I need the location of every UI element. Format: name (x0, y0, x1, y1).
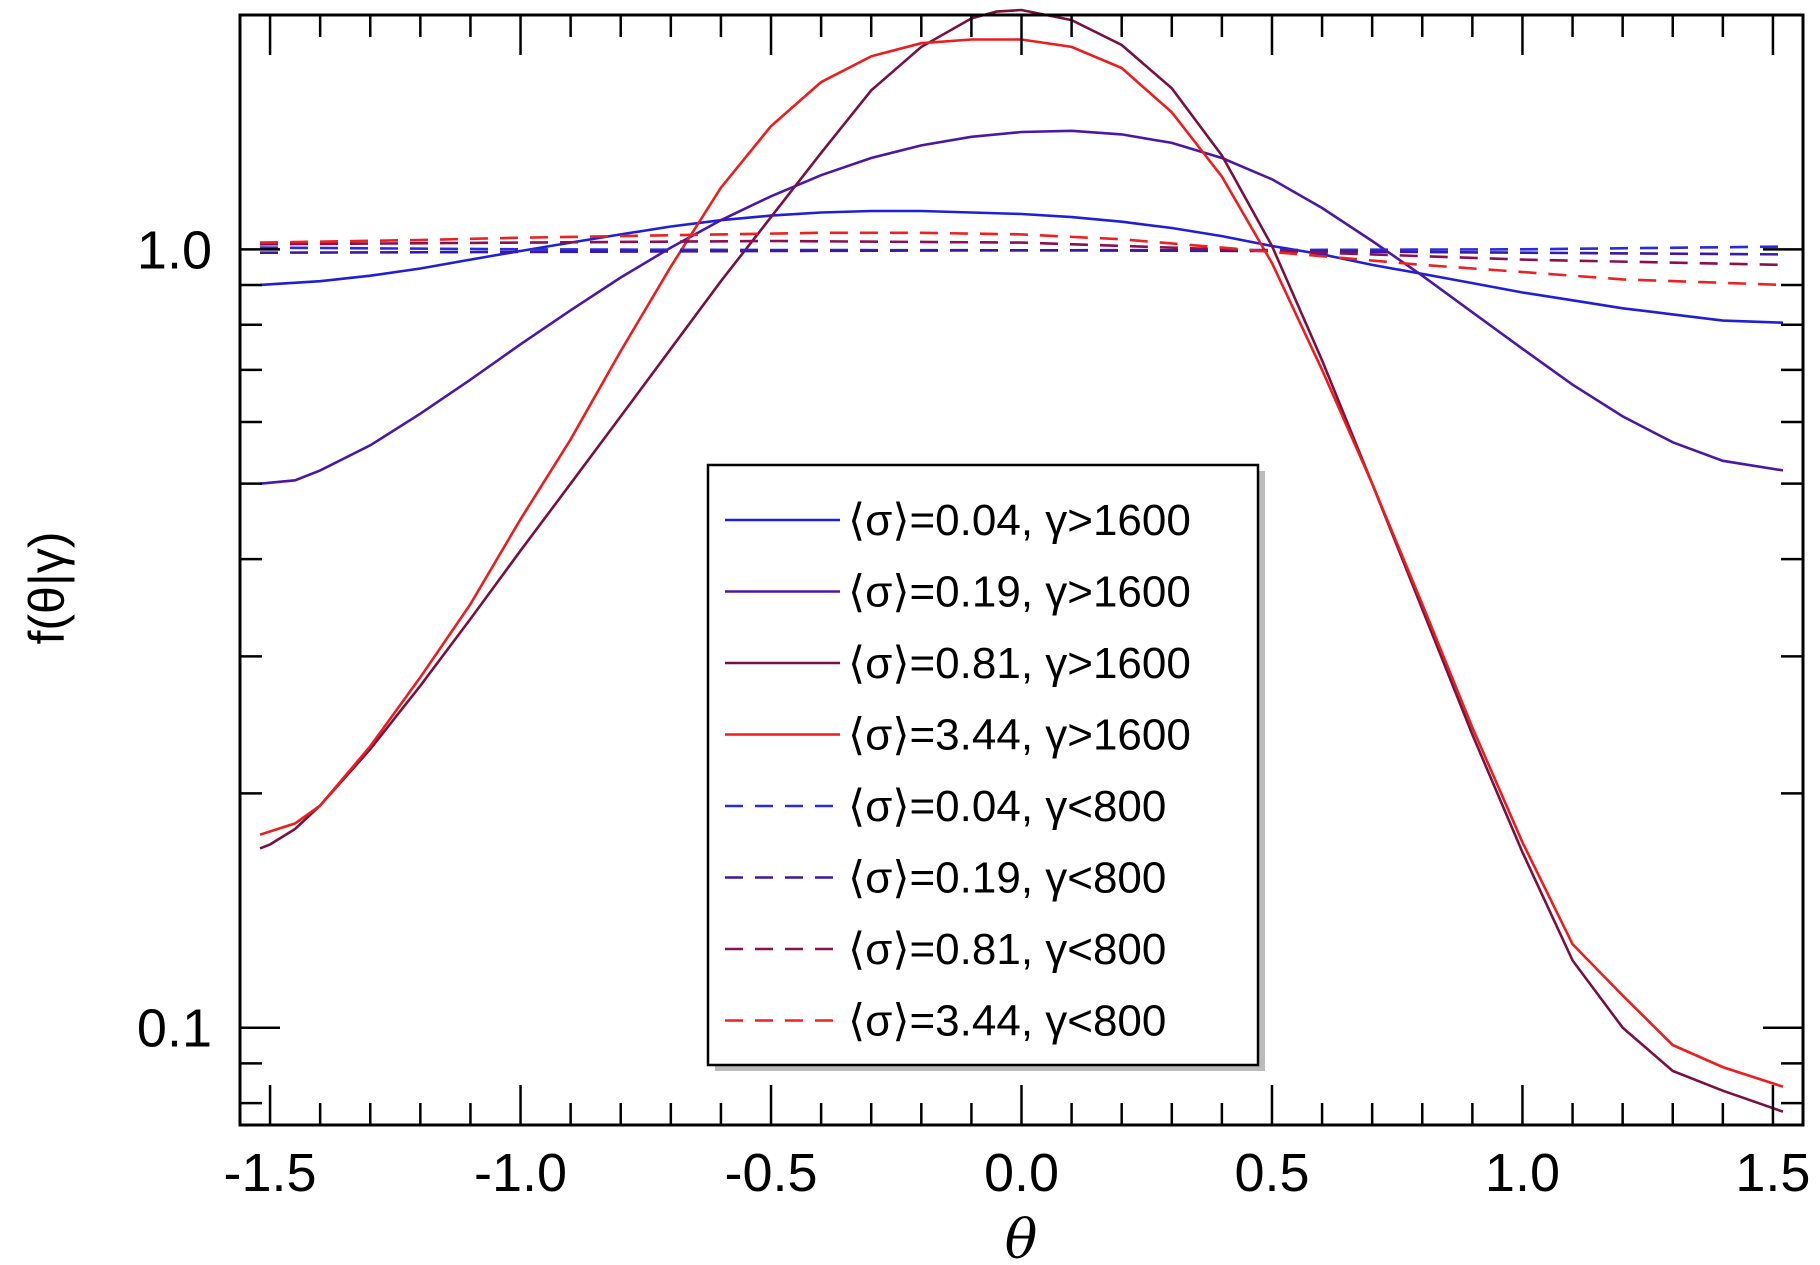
series-line-2 (259, 129, 1784, 485)
x-axis-title: θ (1005, 1208, 1038, 1265)
x-tick-label: -0.5 (724, 1143, 817, 1203)
y-axis-title: f(θ|γ) (19, 532, 75, 645)
x-tick-label: -1.5 (224, 1143, 317, 1203)
legend-label: ⟨σ⟩=3.44, γ>1600 (848, 711, 1191, 760)
x-tick-labels: -1.5 -1.0 -0.5 0.0 0.5 1.0 1.5 (224, 1143, 1811, 1203)
x-tick-label: 0.5 (1234, 1143, 1309, 1203)
y-tick-label: 1.0 (137, 220, 212, 280)
series-line-8 (259, 231, 1784, 287)
x-tick-label: 1.5 (1735, 1143, 1810, 1203)
legend-label: ⟨σ⟩=0.81, γ<800 (848, 925, 1166, 974)
legend-label: ⟨σ⟩=0.19, γ>1600 (848, 568, 1191, 617)
series-line-7 (259, 239, 1784, 267)
axis-ticks (240, 13, 1803, 1125)
legend: ⟨σ⟩=0.04, γ>1600 ⟨σ⟩=0.19, γ>1600 ⟨σ⟩=0.81… (706, 463, 1265, 1071)
series-line-4 (259, 38, 1784, 1088)
legend-label: ⟨σ⟩=0.81, γ>1600 (848, 639, 1191, 688)
series-line-6 (259, 248, 1784, 256)
legend-label: ⟨σ⟩=0.04, γ>1600 (848, 496, 1191, 545)
y-tick-label: 0.1 (137, 999, 212, 1059)
legend-label: ⟨σ⟩=0.04, γ<800 (848, 782, 1166, 831)
legend-label: ⟨σ⟩=0.19, γ<800 (848, 854, 1166, 903)
x-tick-label: -1.0 (474, 1143, 567, 1203)
legend-entries: ⟨σ⟩=0.04, γ>1600 ⟨σ⟩=0.19, γ>1600 ⟨σ⟩=0.81… (725, 496, 1191, 1046)
x-tick-label: 1.0 (1485, 1143, 1560, 1203)
legend-label: ⟨σ⟩=3.44, γ<800 (848, 997, 1166, 1046)
series-line-1 (259, 209, 1784, 324)
legend-box (706, 463, 1260, 1067)
y-tick-labels: 0.1 1.0 (137, 220, 212, 1058)
x-tick-label: 0.0 (984, 1143, 1059, 1203)
